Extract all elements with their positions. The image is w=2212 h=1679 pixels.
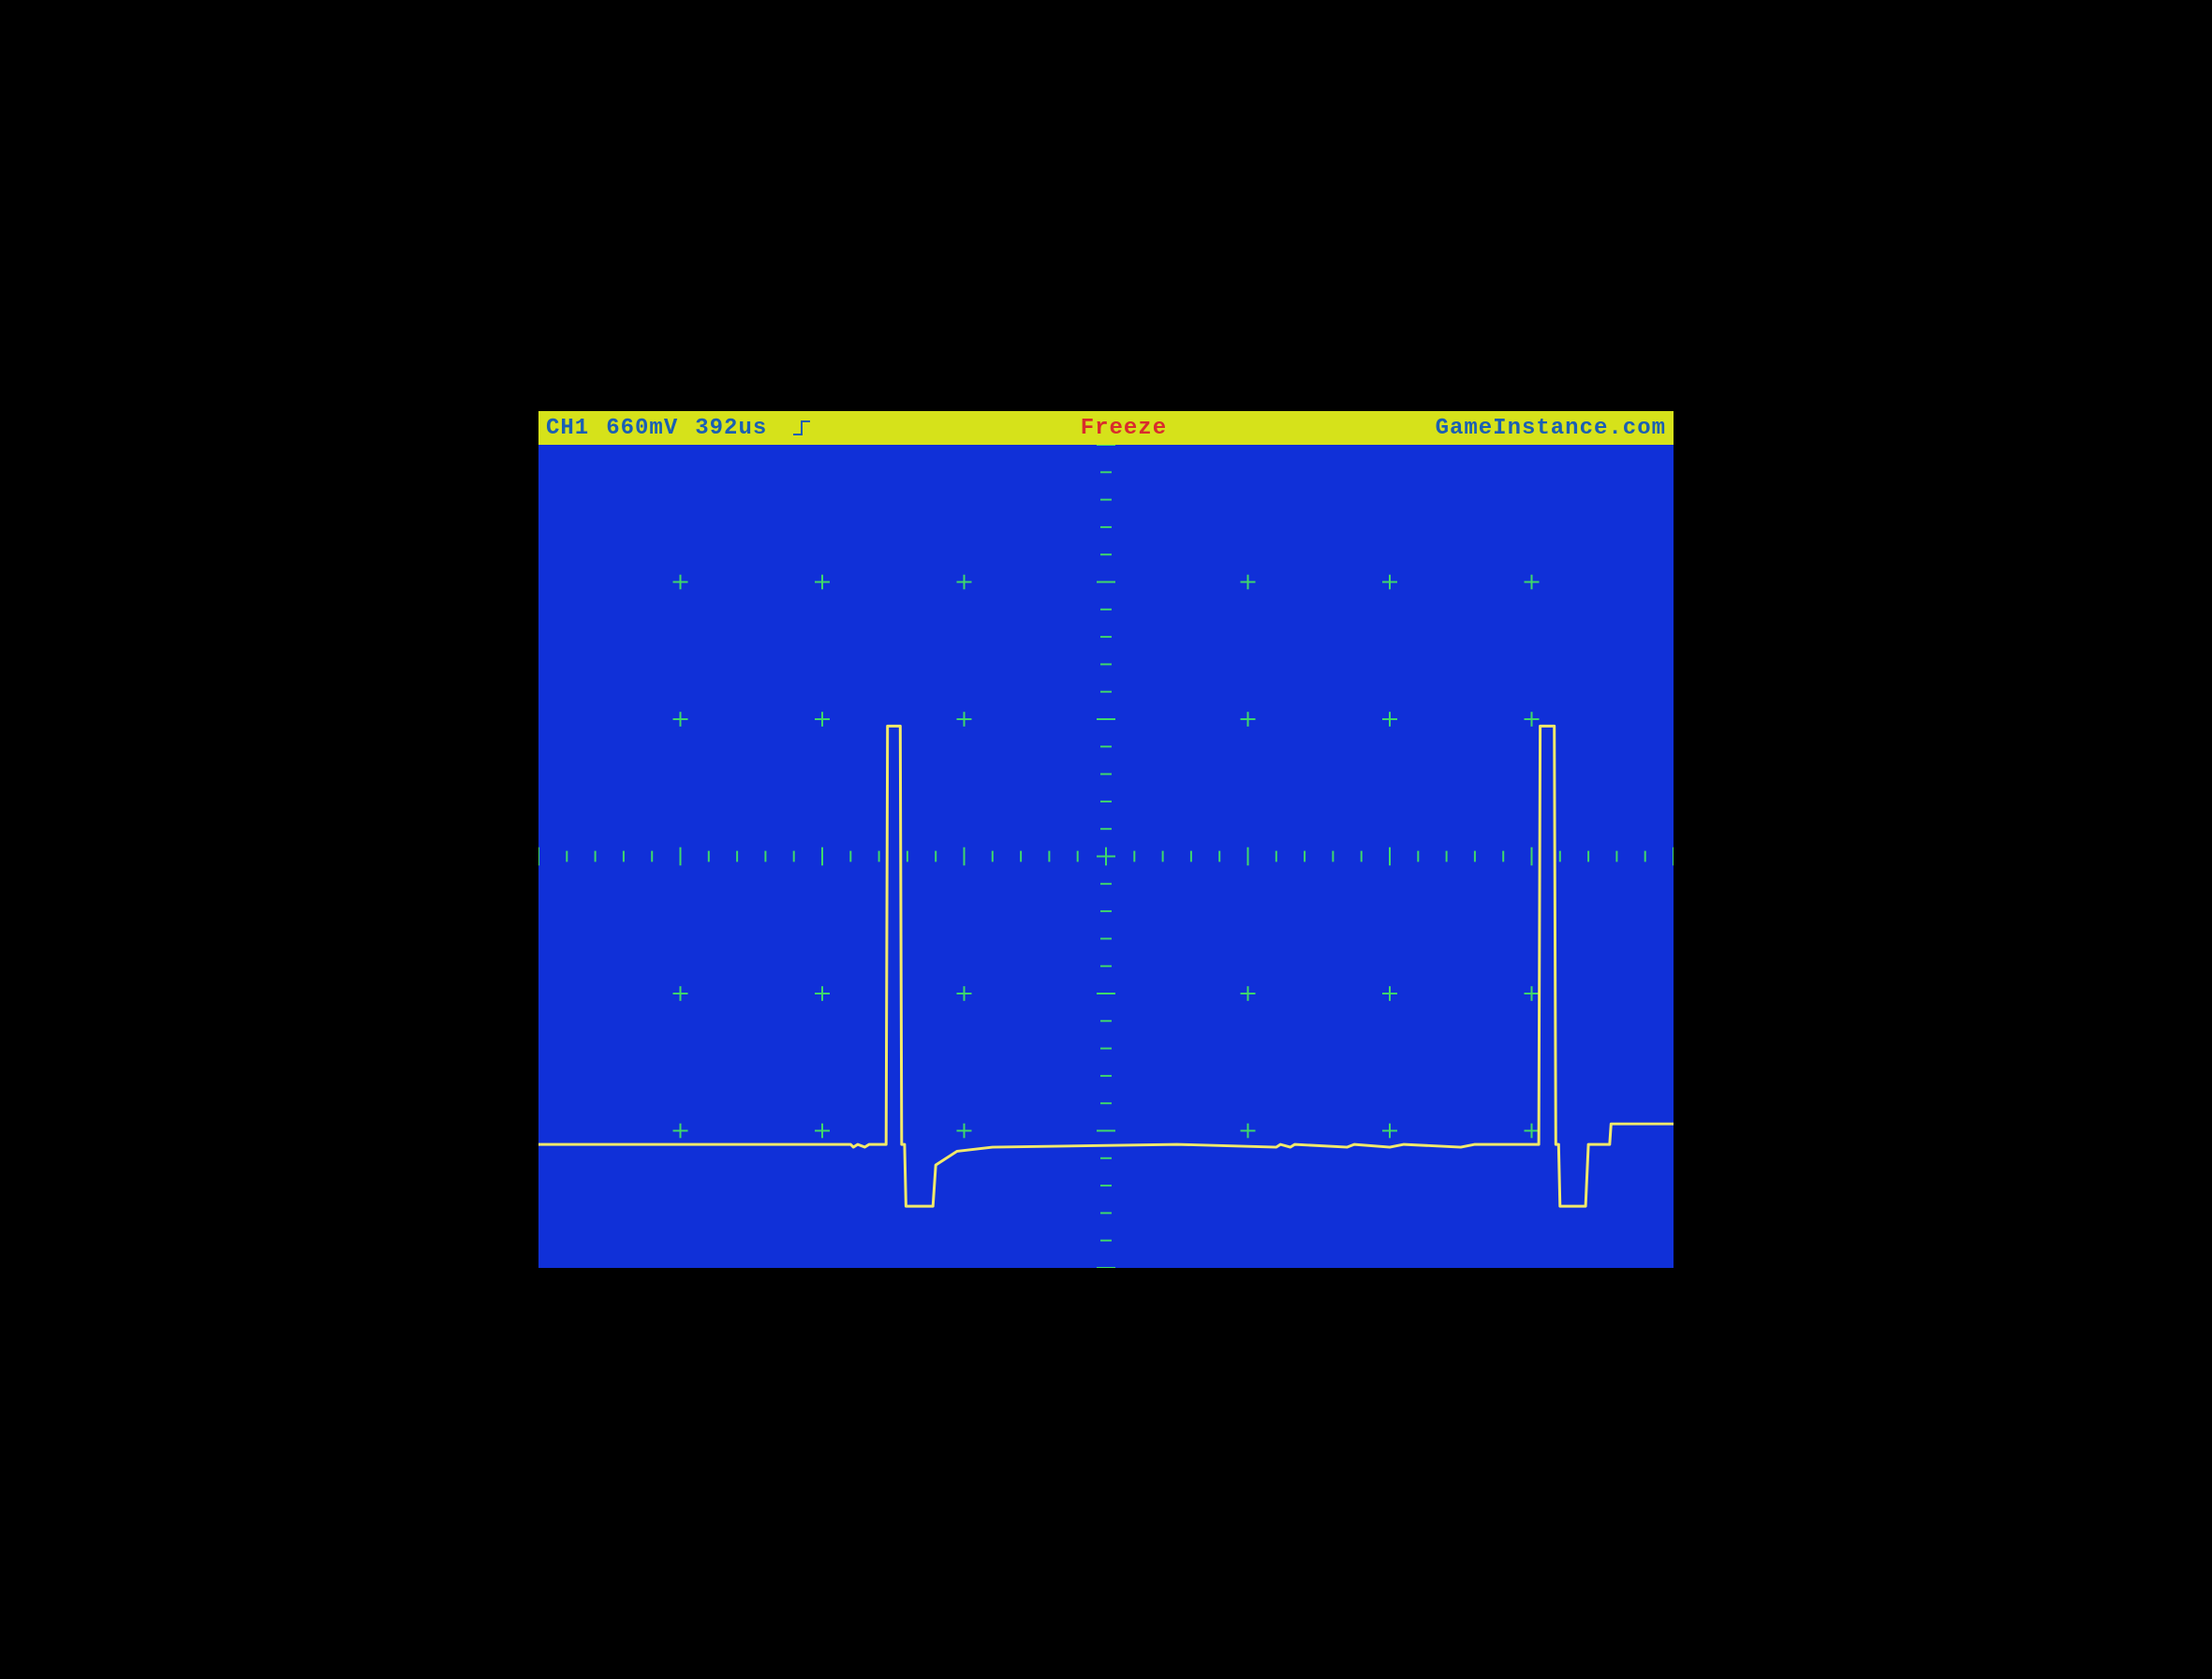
oscilloscope-screen: CH1 660mV 392us Freeze GameInstance.com [529, 402, 1683, 1277]
run-mode-label: Freeze [1081, 416, 1167, 441]
waveform-display [538, 445, 1674, 1268]
status-left: CH1 660mV 392us [546, 416, 812, 441]
status-center: Freeze [812, 416, 1435, 441]
channel-label: CH1 [546, 416, 589, 441]
waveform-svg [538, 445, 1674, 1268]
status-bar: CH1 660mV 392us Freeze GameInstance.com [538, 411, 1674, 445]
trigger-edge-icon [793, 419, 812, 437]
status-right: GameInstance.com [1436, 416, 1666, 441]
time-per-div: 392us [695, 416, 767, 441]
volts-per-div: 660mV [606, 416, 678, 441]
brand-label: GameInstance.com [1436, 416, 1666, 441]
